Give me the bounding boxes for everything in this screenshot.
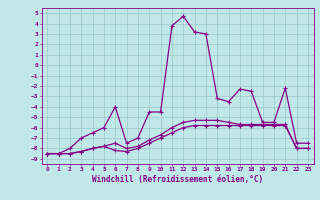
X-axis label: Windchill (Refroidissement éolien,°C): Windchill (Refroidissement éolien,°C) bbox=[92, 175, 263, 184]
